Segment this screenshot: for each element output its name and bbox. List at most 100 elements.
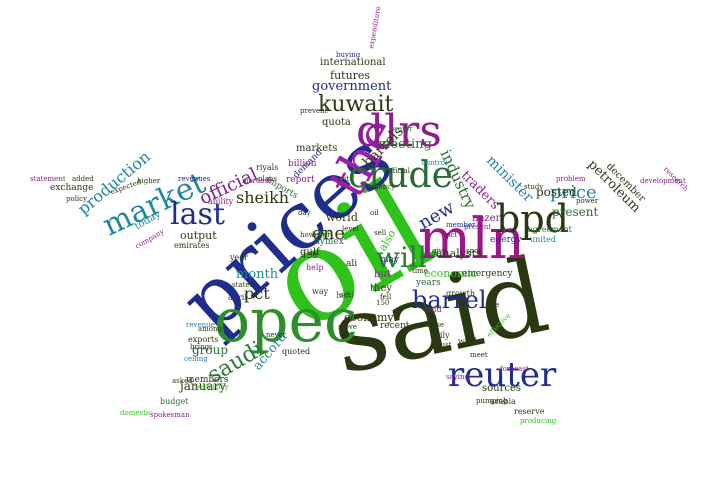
cloud-word: producing [520,417,557,425]
cloud-word: revenues [178,175,211,183]
cloud-word: yesterday [194,383,229,391]
cloud-word: spokesman [150,411,190,419]
cloud-word: bpd [496,197,569,241]
cloud-word: but [374,269,391,280]
cloud-word: day [298,209,311,217]
cloud-word: says [312,229,332,239]
cloud-word: give [432,247,447,255]
cloud-word: increase [242,177,273,185]
cloud-word: cut [338,175,350,183]
cloud-word: states [232,281,254,289]
cloud-word: nymex [314,237,344,247]
cloud-word: problem [556,175,586,183]
cloud-word: will [376,241,427,274]
cloud-word: mln [418,207,526,272]
cloud-word: markets [296,143,338,154]
cloud-word: brings [190,343,213,351]
cloud-word: prevent [300,107,328,115]
cloud-word: higher [137,177,161,185]
cloud-word: year [230,253,248,262]
cloud-word: present [464,223,492,231]
cloud-word: may [380,255,399,265]
cloud-word: report [286,175,315,185]
cloud-word: close [426,321,445,329]
cloud-word: quoted [282,347,311,356]
cloud-word: among [198,325,223,333]
cloud-word: daily [430,331,450,340]
cloud-word: quota [322,117,351,128]
cloud-word: water [392,125,413,133]
cloud-word: output [180,229,217,242]
cloud-word: members [186,375,229,385]
cloud-word: gulf [300,247,320,258]
cloud-word: emergency [462,269,513,279]
cloud-word: international [320,57,386,68]
cloud-word: forecast [500,365,529,373]
cloud-word: reuter [448,355,557,395]
cloud-word: they [370,283,393,294]
cloud-word: one [312,223,346,244]
cloud-word: ability [208,197,234,206]
cloud-word: study [524,183,544,191]
cloud-word: fell [380,293,392,301]
cloud-word: emirates [174,241,210,250]
cloud-word: exports [188,335,219,344]
cloud-word: economy [344,311,394,324]
cloud-word: help [306,263,324,272]
cloud-word: power [576,197,599,205]
cloud-word: arabia [490,397,516,406]
cloud-word: pumping [476,397,508,405]
cloud-word: never [266,331,287,339]
cloud-word: futures [330,69,371,82]
cloud-word: held [336,291,354,300]
cloud-word: years [416,278,441,288]
cloud-word: expenditure [367,5,383,50]
cloud-word: dlrs [356,106,442,157]
cloud-word: policy [66,195,88,203]
cloud-word: way [312,287,329,296]
cloud-word: price [550,182,597,203]
cloud-word: exchange [50,183,94,193]
cloud-word: budget [160,397,189,406]
cloud-word: asked [172,377,193,385]
cloud-word: pct [244,284,270,303]
cloud-word: plans [258,175,277,183]
cloud-word: pct [446,231,458,239]
cloud-word: sheikh [236,188,290,207]
cloud-word: control [422,159,448,167]
cloud-word: agency [370,183,396,191]
cloud-word: month [236,267,279,282]
cloud-word: energy [490,235,522,245]
cloud-word: sell [374,229,387,237]
cloud-word: kuwait [318,92,394,117]
cloud-word: sources [482,383,522,394]
cloud-word: held [424,305,442,314]
cloud-word: member [446,221,476,229]
cloud-word: spot [466,247,482,255]
cloud-word: revenue [186,321,215,329]
cloud-word: last [170,197,225,232]
cloud-word: meet [470,351,488,359]
cloud-word: must [434,341,452,349]
cloud-word: reserve [514,407,545,416]
cloud-word: analysts [436,247,482,260]
cloud-word: level [342,225,359,233]
cloud-word: 158 [302,251,318,260]
cloud-word: saying [446,373,469,381]
cloud-word: move [338,323,357,331]
cloud-word: growth [446,289,475,298]
cloud-word: ali [346,259,358,269]
cloud-word: april [228,293,247,302]
cloud-word: crude [348,155,453,196]
cloud-word: riyals [256,163,279,172]
cloud-word: group [192,343,229,357]
cloud-word: agreement [528,225,572,234]
cloud-word: nazer [472,213,501,224]
cloud-word: domestic [120,409,153,417]
cloud-word: billion [288,159,317,169]
cloud-word: buying [336,51,361,59]
cloud-word: rise [486,301,500,309]
cloud-word: united [530,235,556,244]
cloud-word: january [180,379,227,393]
cloud-word: barrel [412,286,487,314]
